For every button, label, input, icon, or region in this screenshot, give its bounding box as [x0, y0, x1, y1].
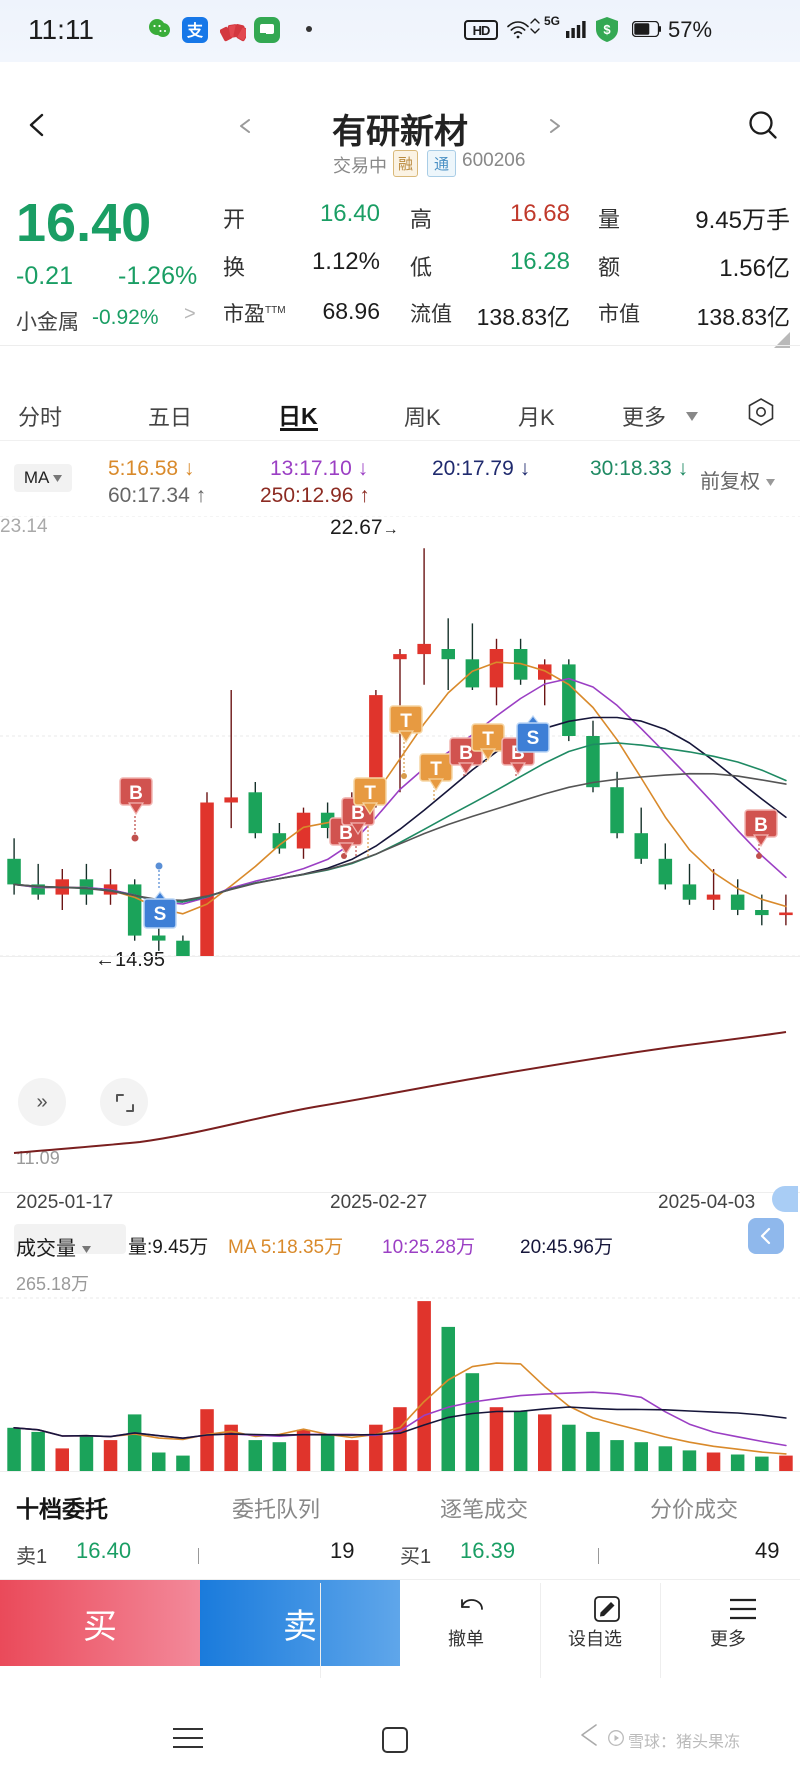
svg-text:$: $ — [603, 22, 611, 37]
svg-text:支: 支 — [186, 21, 204, 40]
